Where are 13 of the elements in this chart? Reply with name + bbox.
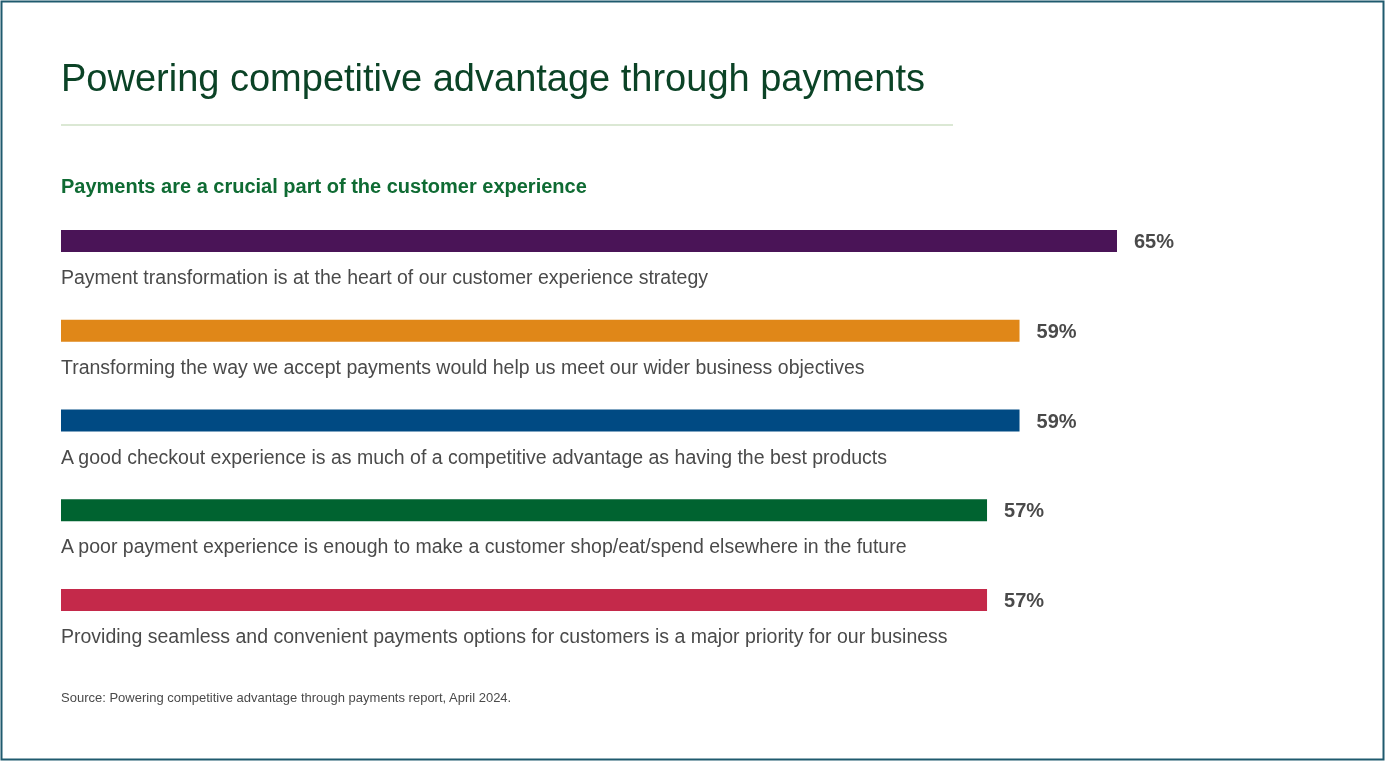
y-tick-label: Transforming the way we accept payments would help us meet our wider business objectives	[61, 355, 865, 378]
source-note: Source: Powering competitive advantage through payments report, April 2024.	[61, 690, 512, 705]
chart-title: Powering competitive advantage through payments	[61, 57, 925, 99]
chart-subtitle: Payments are a crucial part of the customer experience	[61, 175, 587, 197]
y-tick-label: Providing seamless and convenient payments options for customers is a major priority for our business	[61, 625, 948, 647]
data-label: 59%	[1036, 409, 1077, 432]
data-label: 57%	[1004, 499, 1045, 522]
y-tick-label: A poor payment experience is enough to make a customer shop/eat/spend elsewhere in the future	[61, 535, 907, 558]
data-label: 57%	[1004, 589, 1045, 611]
data-label: 59%	[1036, 319, 1077, 342]
data-label: 65%	[1134, 230, 1175, 252]
y-tick-label: A good checkout experience is as much of a competitive advantage as having the best products	[61, 445, 888, 468]
y-tick-label: Payment transformation is at the heart of our customer experience strategy	[61, 266, 709, 288]
